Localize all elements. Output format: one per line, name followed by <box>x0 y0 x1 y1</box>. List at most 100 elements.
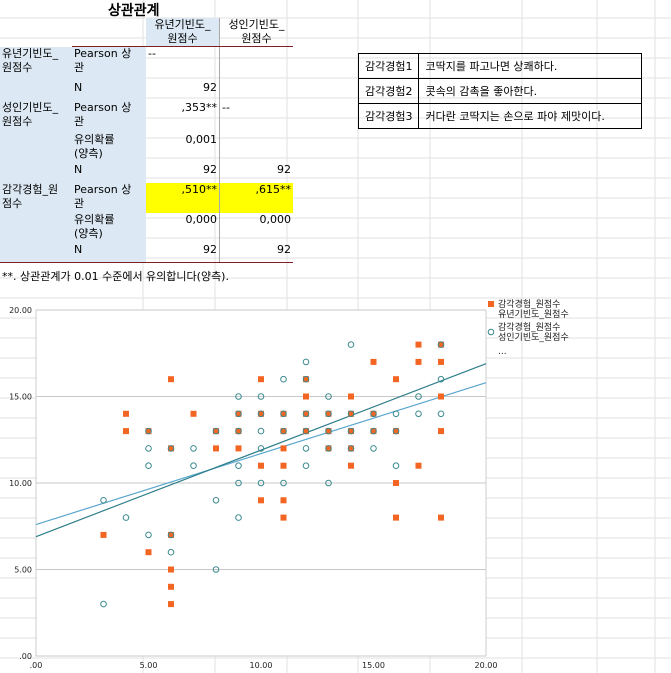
fit-line-2 <box>35 363 487 538</box>
data-point-series-2 <box>167 445 175 452</box>
data-point-series-2 <box>437 375 445 383</box>
data-point-series-2 <box>100 497 107 504</box>
data-point-series-2 <box>302 462 310 469</box>
data-point-series-1 <box>168 445 174 452</box>
data-point-series-2 <box>392 462 400 469</box>
data-point-series-2 <box>212 566 220 573</box>
data-point-series-1 <box>258 497 264 504</box>
data-point-series-2 <box>347 341 355 348</box>
data-point-series-2 <box>235 427 242 435</box>
data-point-series-1 <box>438 358 444 365</box>
y-tick-label: .00 <box>19 652 32 661</box>
row-stat-label: Pearson 상 관 <box>72 46 146 81</box>
data-point-series-1 <box>235 445 242 452</box>
correlation-table: 유년기빈도_ 원점수 성인기빈도_ 원점수 유년기빈도_ 원점수 Pearson… <box>0 18 293 263</box>
data-point-series-1 <box>280 497 287 504</box>
item-description-table: 감각경험1 코딱지를 파고나면 상쾌하다. 감각경험2 콧속의 감촉을 좋아한다… <box>357 53 643 129</box>
cell-value: 0,001 <box>185 132 218 146</box>
cell-value <box>219 132 293 163</box>
row-stat-label: 유의확률 (양측) <box>72 212 146 243</box>
x-tick-label: 15.00 <box>362 661 385 670</box>
data-point-series-1 <box>168 601 174 608</box>
legend-label-1: 유년기빈도_원점수 <box>498 308 569 320</box>
description-text: 콧속의 감촉을 좋아한다. <box>418 78 643 104</box>
data-point-series-2 <box>167 548 175 556</box>
data-point-series-2 <box>347 445 355 452</box>
data-point-series-2 <box>280 410 287 418</box>
data-point-series-1 <box>438 341 444 348</box>
data-point-series-1 <box>348 428 354 435</box>
data-point-series-1 <box>393 480 399 486</box>
data-point-series-1 <box>348 462 354 469</box>
description-item: 감각경험3 <box>357 103 420 129</box>
data-point-series-1 <box>438 514 444 521</box>
data-point-series-2 <box>235 410 242 418</box>
data-point-series-2 <box>302 410 310 418</box>
description-row: 감각경험2 콧속의 감촉을 좋아한다. <box>357 78 643 104</box>
data-point-series-1 <box>145 428 152 435</box>
data-point-series-1 <box>258 410 264 417</box>
data-point-series-2 <box>190 445 197 452</box>
data-point-series-1 <box>100 531 107 538</box>
data-point-series-1 <box>258 462 264 469</box>
data-point-series-2 <box>302 375 310 383</box>
data-point-series-1 <box>213 445 219 452</box>
x-tick-label: 20.00 <box>475 661 498 670</box>
row-stat-label: Pearson 상 관 <box>72 100 146 133</box>
data-point-series-2 <box>325 427 332 435</box>
cell-value <box>219 46 293 81</box>
data-point-series-1 <box>348 410 354 417</box>
data-point-series-2 <box>392 410 400 418</box>
data-point-series-1 <box>280 514 287 521</box>
legend-marker-2 <box>487 328 495 336</box>
data-point-series-2 <box>325 410 332 418</box>
data-point-series-1 <box>280 462 287 469</box>
data-point-series-2 <box>235 393 242 400</box>
x-tick-label: 10.00 <box>250 661 273 670</box>
cell-value: 0,000 <box>219 212 293 243</box>
row-var-3: 감각경험_원 점수 <box>0 182 72 263</box>
data-point-series-2 <box>257 479 265 487</box>
description-item: 감각경험2 <box>357 78 420 104</box>
data-point-series-2 <box>167 531 175 539</box>
data-point-series-1 <box>370 410 377 417</box>
data-point-series-2 <box>347 410 355 418</box>
row-stat-label: N <box>72 80 146 101</box>
data-point-series-2 <box>370 445 377 452</box>
description-text: 코딱지를 파고나면 상쾌하다. <box>418 53 643 79</box>
data-point-series-2 <box>347 427 355 435</box>
row-stat-label: 유의확률 (양측) <box>72 132 146 163</box>
data-point-series-1 <box>303 376 309 383</box>
data-point-series-2 <box>145 462 152 469</box>
data-point-series-1 <box>190 410 197 417</box>
data-point-series-2 <box>392 427 400 435</box>
data-point-series-2 <box>257 393 265 400</box>
x-tick-label: 5.00 <box>140 661 158 670</box>
data-point-series-1 <box>393 376 399 383</box>
data-point-series-2 <box>100 600 107 608</box>
data-point-series-1 <box>370 358 377 365</box>
data-point-series-2 <box>302 427 310 435</box>
cell-value: 0,000 <box>185 212 218 226</box>
legend-label-2: 감각경험_원점수 <box>498 321 560 333</box>
description-item: 감각경험1 <box>357 53 420 79</box>
cell-value: ,353** <box>181 100 218 114</box>
data-point-series-1 <box>303 410 309 417</box>
data-point-series-1 <box>280 445 287 452</box>
cell-value: 92 <box>219 242 293 263</box>
description-text: 커다란 코딱지는 손으로 파야 제맛이다. <box>418 103 643 129</box>
data-point-series-1 <box>393 428 399 435</box>
cell-value: 92 <box>203 162 217 176</box>
data-point-series-2 <box>235 462 242 469</box>
scatter-plot: .00 5.00 10.00 15.00 20.00 .00 5.00 10.00 15.00 2… <box>9 298 569 670</box>
data-point-series-2 <box>235 514 242 521</box>
row-stat-label: N <box>72 162 146 183</box>
row-stat-label: N <box>72 242 146 263</box>
data-point-series-2 <box>280 375 287 383</box>
data-point-series-2 <box>235 479 242 487</box>
data-point-series-2 <box>257 410 265 418</box>
data-point-series-1 <box>168 376 174 383</box>
data-point-series-2 <box>370 410 377 418</box>
data-point-series-2 <box>280 479 287 487</box>
data-point-series-2 <box>145 445 152 452</box>
